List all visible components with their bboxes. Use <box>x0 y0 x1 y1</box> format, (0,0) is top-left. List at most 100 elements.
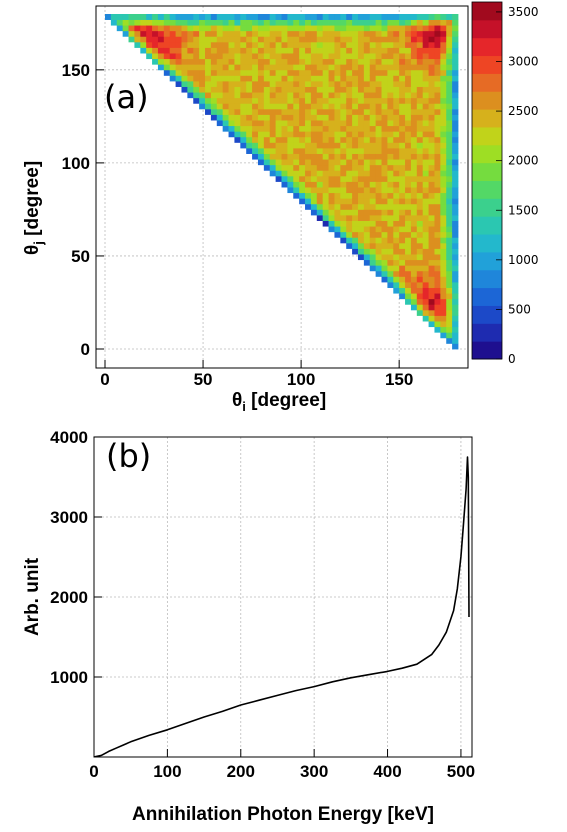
heatmap-cell <box>252 142 259 149</box>
heatmap-cell <box>293 103 300 110</box>
heatmap-cell <box>187 75 194 82</box>
heatmap-cell <box>410 103 418 110</box>
heatmap-cell <box>381 142 388 149</box>
heatmap-cell <box>240 114 247 121</box>
heatmap-cell <box>452 142 459 149</box>
heatmap-cell <box>334 187 341 194</box>
heatmap-cell <box>422 203 429 210</box>
heatmap-cell <box>263 36 271 43</box>
heatmap-cell <box>328 53 335 60</box>
heatmap-cell <box>452 108 459 115</box>
heatmap-cell <box>416 75 424 82</box>
heatmap-cell <box>393 248 400 255</box>
heatmap-cell <box>334 175 341 182</box>
heatmap-cell <box>187 53 194 60</box>
heatmap-cell <box>328 131 335 138</box>
heatmap-cell <box>287 64 294 71</box>
heatmap-cell <box>257 142 265 149</box>
heatmap-cell <box>434 25 441 32</box>
heatmap-cell <box>405 41 412 48</box>
heatmap-cell <box>181 47 188 54</box>
heatmap-cell <box>387 69 394 76</box>
heatmap-cell <box>399 125 406 132</box>
heatmap-cell <box>346 25 353 32</box>
heatmap-cell <box>369 181 377 188</box>
heatmap-cell <box>440 36 447 43</box>
heatmap-cell <box>246 125 253 132</box>
spectrum-x-tick-label: 300 <box>300 762 328 781</box>
heatmap-cell <box>322 64 329 71</box>
heatmap-cell <box>234 103 241 110</box>
heatmap-cell <box>346 58 353 65</box>
heatmap-cell <box>452 215 459 221</box>
heatmap-cell <box>140 30 147 37</box>
heatmap-cell <box>393 58 400 65</box>
heatmap-cell <box>357 237 365 244</box>
heatmap-cell <box>157 41 165 48</box>
heatmap-cell <box>240 19 247 26</box>
colorbar-tick-label: 1000 <box>508 253 539 267</box>
heatmap-cell <box>410 125 418 132</box>
heatmap-cell <box>181 36 188 43</box>
heatmap-cell <box>275 47 282 54</box>
heatmap-cell <box>352 203 359 210</box>
heatmap-cell <box>210 103 218 110</box>
heatmap-cell <box>346 226 353 233</box>
heatmap-cell <box>269 19 277 26</box>
heatmap-cell <box>205 41 212 48</box>
heatmap-cell <box>316 69 324 76</box>
heatmap-cell <box>293 36 300 43</box>
heatmap-cell <box>393 282 400 288</box>
heatmap-cell <box>328 175 335 182</box>
heatmap-cell <box>346 103 353 110</box>
heatmap-cell <box>246 36 253 43</box>
heatmap-cell <box>199 47 206 54</box>
heatmap-cell <box>405 47 412 54</box>
heatmap-cell <box>405 265 412 272</box>
heatmap-cell <box>299 97 306 104</box>
heatmap-cell <box>193 58 200 65</box>
heatmap-cell <box>310 175 318 182</box>
heatmap-cell <box>440 164 447 171</box>
heatmap-cell <box>440 41 447 48</box>
heatmap-cell <box>369 131 377 138</box>
heatmap-cell <box>346 86 353 93</box>
colorbar-segment <box>472 198 502 217</box>
heatmap-cell <box>393 270 400 277</box>
heatmap-cell <box>234 41 241 48</box>
heatmap-cell <box>328 69 335 76</box>
heatmap-cell <box>334 14 341 20</box>
heatmap-cell <box>416 47 424 54</box>
heatmap-cell <box>410 175 418 182</box>
heatmap-cell <box>316 131 324 138</box>
colorbar-tick-label: 3500 <box>508 5 539 19</box>
heatmap-cell <box>252 53 259 60</box>
heatmap-cell <box>452 53 459 60</box>
heatmap-cell <box>269 108 277 115</box>
heatmap-cell <box>340 92 347 99</box>
heatmap-cell <box>181 64 188 71</box>
heatmap-cell <box>410 136 418 143</box>
heatmap-cell <box>334 215 341 221</box>
heatmap-cell <box>252 148 259 154</box>
heatmap-cell <box>434 108 441 115</box>
colorbar-segment <box>472 251 502 271</box>
heatmap-cell <box>340 131 347 138</box>
heatmap-cell <box>399 248 406 255</box>
heatmap-cell <box>399 81 406 87</box>
heatmap-cell <box>352 125 359 132</box>
heatmap-cell <box>375 203 382 210</box>
colorbar-segment <box>472 323 502 342</box>
heatmap-cell <box>334 170 341 177</box>
heatmap-cell <box>363 187 371 194</box>
heatmap-cell <box>410 170 418 177</box>
heatmap-cell <box>393 254 400 261</box>
heatmap-cell <box>363 237 371 244</box>
heatmap-cell <box>410 64 418 71</box>
heatmap-cell <box>381 215 388 221</box>
heatmap-cell <box>316 86 324 93</box>
heatmap-cell <box>340 75 347 82</box>
heatmap-cell <box>399 103 406 110</box>
